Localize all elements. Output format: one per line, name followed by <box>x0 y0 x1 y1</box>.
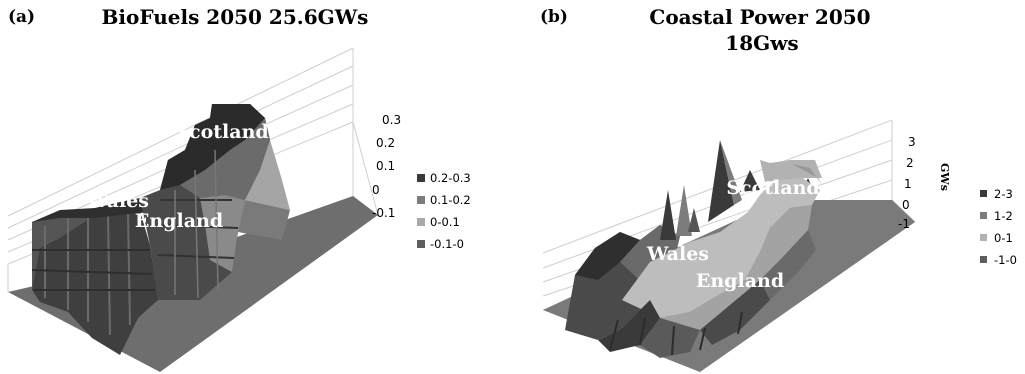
panel-a-z-axis: 0.3 0.2 0.1 0 -0.1 <box>372 113 401 220</box>
panel-b-ztick: 3 <box>908 135 916 149</box>
panel-b-z-axis-title: GWs <box>938 163 951 191</box>
legend-label: 0.1-0.2 <box>430 193 471 207</box>
panel-a-title: BioFuels 2050 25.6GWs <box>102 5 369 29</box>
panel-a-legend: 0.2-0.3 0.1-0.2 0-0.1 -0.1-0 <box>417 171 471 251</box>
panel-a-surface <box>31 104 290 355</box>
panel-b-title-line-2: 18Gws <box>725 31 798 55</box>
panel-b-ztick: -1 <box>898 217 910 231</box>
panel-a-label-wales: Wales <box>86 190 149 212</box>
legend-label: 0.2-0.3 <box>430 171 471 185</box>
panel-a-tag: (a) <box>8 7 35 27</box>
panel-a-ztick: 0 <box>372 183 380 197</box>
legend-label: -0.1-0 <box>430 237 464 251</box>
panel-b-ztick: 1 <box>904 177 912 191</box>
panel-a-ztick: -0.1 <box>372 206 395 220</box>
panel-b-label-wales: Wales <box>646 243 709 265</box>
legend-swatch <box>980 190 987 197</box>
legend-swatch <box>417 240 425 248</box>
panel-b-tag: (b) <box>540 7 568 27</box>
legend-swatch <box>980 212 987 219</box>
panel-b-label-scotland: Scotland <box>726 177 819 199</box>
legend-swatch <box>980 234 987 241</box>
panel-a-ztick: 0.3 <box>382 113 401 127</box>
panel-b-z-axis: 3 2 1 0 -1 GWs <box>898 135 951 231</box>
legend-label: 0-0.1 <box>430 215 460 229</box>
legend-swatch <box>980 256 987 263</box>
panel-a-label-scotland: Scotland <box>175 121 268 143</box>
legend-label: 2-3 <box>994 187 1013 201</box>
legend-swatch <box>417 174 425 182</box>
panel-b-ztick: 2 <box>906 156 914 170</box>
panel-b-label-england: England <box>696 270 784 292</box>
panel-b-title-line-1: Coastal Power 2050 <box>649 5 870 29</box>
legend-swatch <box>417 196 425 204</box>
panel-a-label-england: England <box>135 210 223 232</box>
panel-b-ztick: 0 <box>902 198 910 212</box>
panel-a-ztick: 0.1 <box>376 159 395 173</box>
legend-label: 1-2 <box>994 209 1013 223</box>
panel-b-surface <box>565 140 822 358</box>
panel-b: (b) Coastal Power 2050 18Gws <box>540 5 1017 372</box>
panel-a-ztick: 0.2 <box>376 136 395 150</box>
legend-label: 0-1 <box>994 231 1013 245</box>
legend-swatch <box>417 218 425 226</box>
legend-label: -1-0 <box>994 253 1017 267</box>
panel-b-legend: 2-3 1-2 0-1 -1-0 <box>980 187 1017 267</box>
panel-a: (a) BioFuels 2050 25.6GWs <box>7 5 471 372</box>
